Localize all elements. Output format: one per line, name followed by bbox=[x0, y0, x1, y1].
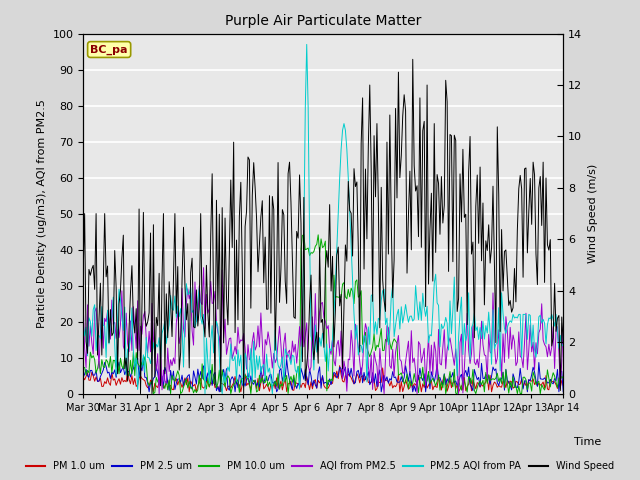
Y-axis label: Wind Speed (m/s): Wind Speed (m/s) bbox=[588, 164, 598, 263]
Title: Purple Air Particulate Matter: Purple Air Particulate Matter bbox=[225, 14, 421, 28]
X-axis label: Time: Time bbox=[573, 437, 601, 447]
Text: BC_pa: BC_pa bbox=[90, 44, 128, 55]
Y-axis label: Particle Density (ug/m3), AQI from PM2.5: Particle Density (ug/m3), AQI from PM2.5 bbox=[37, 99, 47, 328]
Legend: PM 1.0 um, PM 2.5 um, PM 10.0 um, AQI from PM2.5, PM2.5 AQI from PA, Wind Speed: PM 1.0 um, PM 2.5 um, PM 10.0 um, AQI fr… bbox=[22, 457, 618, 475]
